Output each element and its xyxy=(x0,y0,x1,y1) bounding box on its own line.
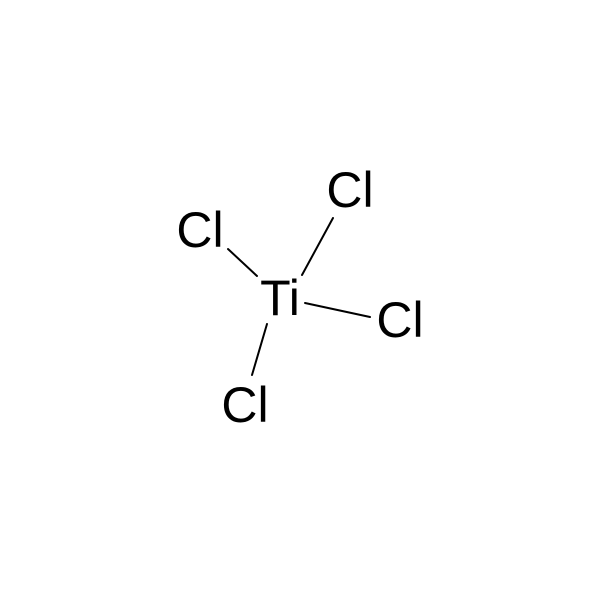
atom-center-ti: Ti xyxy=(260,269,300,327)
atom-top-right-cl: Cl xyxy=(326,161,373,219)
atom-top-left-cl: Cl xyxy=(176,201,223,259)
chemical-structure-diagram: Ti Cl Cl Cl Cl xyxy=(0,0,600,600)
atom-bottom-left-cl: Cl xyxy=(221,376,268,434)
atom-bottom-right-cl: Cl xyxy=(376,291,423,349)
bond-layer xyxy=(0,0,600,600)
